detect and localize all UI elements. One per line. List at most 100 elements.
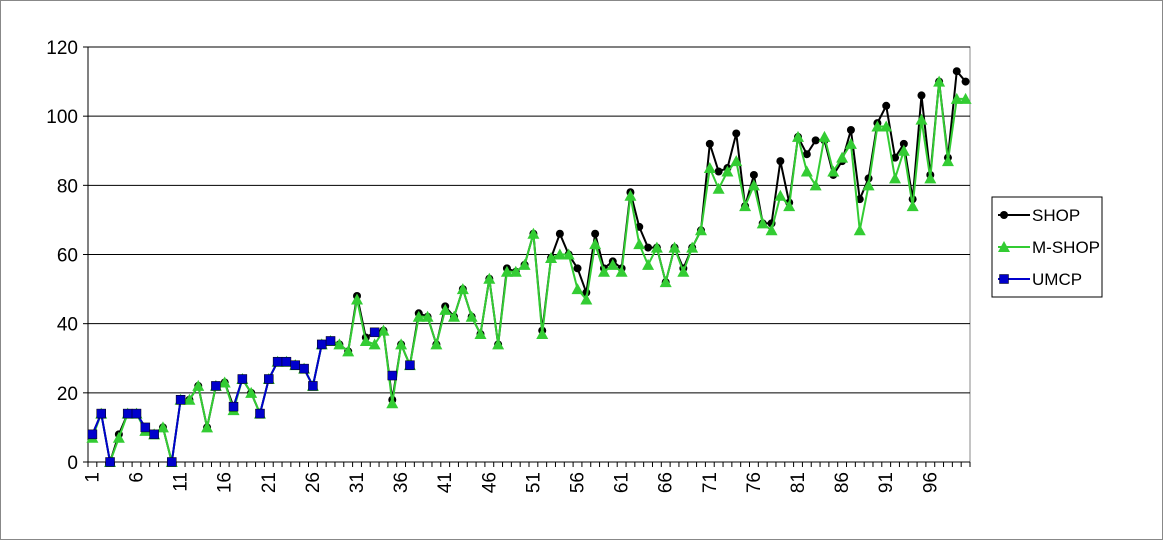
marker [899, 139, 908, 148]
marker [368, 338, 381, 350]
marker [732, 129, 741, 138]
marker [836, 151, 849, 163]
marker [677, 265, 690, 277]
x-tick-label: 21 [259, 472, 280, 493]
marker [809, 179, 822, 191]
x-tick-label: 91 [876, 472, 897, 493]
marker [941, 155, 954, 167]
x-tick-label: 46 [479, 472, 500, 493]
marker [730, 155, 743, 167]
marker [527, 227, 540, 239]
marker [811, 136, 820, 145]
marker [175, 395, 186, 405]
marker [999, 274, 1009, 284]
marker [853, 224, 866, 236]
y-tick-label: 120 [46, 38, 78, 59]
marker [774, 189, 787, 201]
marker [950, 92, 963, 104]
marker [308, 381, 318, 391]
marker [998, 241, 1010, 252]
y-tick-label: 40 [57, 315, 78, 336]
marker [211, 381, 221, 391]
x-tick-label: 6 [127, 472, 148, 483]
y-tick-label: 0 [67, 453, 78, 474]
y-tick-label: 100 [46, 107, 78, 128]
marker [387, 370, 398, 381]
marker [492, 338, 505, 350]
series-line [91, 81, 966, 466]
marker [827, 165, 840, 177]
marker [112, 431, 125, 443]
marker [156, 421, 169, 433]
marker [412, 310, 425, 322]
x-tick-label: 66 [656, 472, 677, 493]
x-tick-label: 61 [612, 472, 633, 493]
marker [792, 130, 805, 142]
marker [140, 422, 151, 433]
marker [721, 165, 734, 177]
marker [642, 258, 655, 270]
marker [615, 265, 628, 277]
marker [961, 77, 970, 86]
marker [555, 229, 564, 238]
marker [474, 328, 487, 340]
marker [255, 408, 265, 419]
marker [264, 374, 274, 384]
legend: SHOP M-SHOP UMCP [991, 196, 1103, 298]
marker [87, 429, 98, 440]
marker [405, 360, 415, 370]
marker [597, 265, 610, 277]
marker [591, 229, 600, 238]
marker [915, 113, 928, 125]
marker [844, 137, 857, 149]
x-tick-label: 11 [171, 472, 192, 492]
marker [192, 379, 205, 391]
marker [536, 328, 549, 340]
marker [439, 303, 452, 315]
marker [183, 393, 196, 405]
marker [959, 92, 972, 104]
marker [606, 258, 619, 270]
marker [1000, 211, 1008, 219]
x-tick-label: 81 [788, 472, 809, 493]
marker [333, 338, 346, 350]
marker [351, 293, 364, 305]
marker [694, 224, 707, 236]
marker [668, 241, 681, 253]
marker [644, 243, 653, 252]
marker [624, 189, 637, 201]
marker [739, 200, 752, 212]
marker [882, 101, 891, 110]
marker [703, 162, 716, 174]
x-tick-label: 86 [832, 472, 853, 493]
marker [272, 356, 283, 367]
marker [201, 421, 214, 433]
marker [924, 172, 937, 184]
marker [897, 144, 910, 156]
marker [933, 75, 946, 87]
marker [299, 363, 309, 374]
marker [952, 67, 961, 76]
marker [96, 408, 106, 419]
marker [237, 374, 248, 384]
marker [518, 258, 531, 270]
y-tick-label: 80 [57, 176, 78, 197]
marker [325, 336, 336, 346]
marker [122, 408, 133, 419]
marker [659, 276, 672, 288]
marker [802, 150, 811, 159]
x-tick-label: 36 [391, 472, 412, 493]
marker [800, 165, 813, 177]
legend-label: SHOP [1032, 206, 1080, 225]
marker [749, 170, 758, 179]
marker [465, 310, 478, 322]
marker [889, 172, 902, 184]
marker [545, 251, 558, 263]
marker [421, 310, 434, 322]
marker [573, 264, 582, 273]
marker [917, 91, 926, 100]
marker [891, 153, 900, 162]
marker [369, 327, 380, 338]
